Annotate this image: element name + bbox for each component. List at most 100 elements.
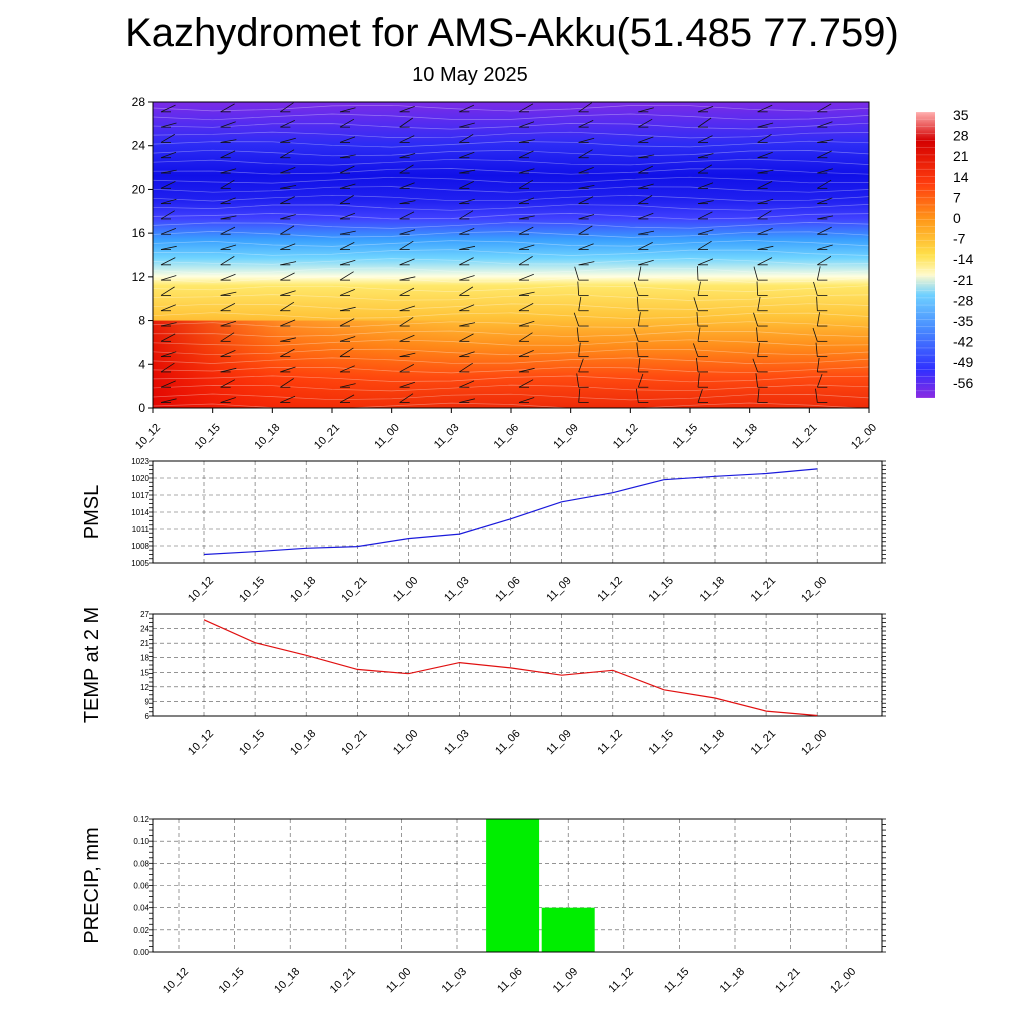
wind-barb — [518, 168, 535, 174]
wind-barb — [817, 197, 833, 205]
wind-barb — [757, 257, 773, 266]
wind-barb — [578, 358, 584, 373]
wind-barb — [160, 333, 176, 342]
wind-barb — [339, 383, 356, 388]
wind-barb — [518, 256, 533, 266]
wind-barb — [459, 228, 475, 235]
wind-barb — [697, 327, 701, 342]
x-tick-label: 10_21 — [312, 422, 342, 452]
wind-barb — [578, 102, 593, 113]
wind-barb — [638, 107, 654, 113]
wind-barb — [399, 211, 415, 220]
wind-barb — [757, 151, 773, 159]
wind-barb — [578, 243, 594, 250]
wind-barb — [339, 242, 355, 250]
wind-barb — [697, 211, 713, 220]
wind-barb — [817, 256, 832, 266]
x-tick-label: 11_00 — [372, 422, 402, 452]
plot-area — [153, 614, 882, 716]
x-tick-label: 11_06 — [492, 422, 522, 452]
colorbar-label: -7 — [953, 231, 966, 247]
wind-barb — [697, 117, 712, 128]
wind-barb — [693, 297, 699, 311]
contour-line — [153, 294, 869, 301]
x-tick-label: 10_12 — [186, 575, 216, 605]
contour-line — [153, 186, 869, 193]
colorbar-label: 28 — [953, 128, 969, 144]
wind-barb — [518, 379, 534, 388]
wind-barb — [399, 240, 414, 250]
wind-barb — [633, 281, 639, 296]
wind-barb — [757, 388, 760, 403]
y-tick-label: 18 — [140, 654, 149, 663]
wind-barb — [696, 357, 699, 372]
wind-barb — [339, 195, 354, 204]
wind-barb — [578, 296, 582, 311]
wind-barbs — [160, 102, 892, 403]
contour-line — [153, 267, 869, 274]
wind-barb — [518, 215, 535, 220]
wind-barb — [757, 245, 774, 250]
contour-line — [153, 149, 869, 157]
contour-line — [153, 158, 869, 166]
precip-bar — [486, 819, 540, 952]
wind-barb — [220, 291, 237, 296]
wind-barb — [280, 301, 295, 312]
wind-barb — [459, 181, 474, 189]
wind-barb — [697, 240, 712, 250]
wind-barb — [280, 272, 295, 281]
wind-barb — [459, 134, 474, 143]
contour-line — [153, 240, 869, 247]
x-tick-label: 11_15 — [671, 422, 701, 452]
wind-barb — [280, 102, 294, 113]
colorbar-label: -14 — [953, 251, 973, 267]
wind-barb — [518, 303, 534, 312]
wind-barb — [574, 266, 580, 281]
contour-line — [153, 204, 869, 211]
wind-barb — [339, 347, 354, 357]
wind-barb — [757, 134, 772, 143]
wind-barb — [160, 398, 177, 403]
wind-barb — [459, 304, 475, 312]
wind-barb — [816, 296, 818, 311]
x-tick-label: 11_21 — [749, 728, 779, 758]
wind-barb — [518, 244, 535, 250]
wind-barb — [578, 225, 593, 235]
y-tick-label: 0.00 — [133, 948, 149, 957]
wind-barb — [755, 373, 759, 388]
y-tick-label: 12 — [132, 270, 146, 284]
wind-barb — [399, 364, 414, 373]
wind-barb — [280, 243, 296, 250]
wind-barb — [518, 226, 534, 235]
wind-barb — [459, 351, 475, 358]
wind-barb — [638, 259, 654, 266]
wind-barb — [160, 210, 175, 220]
y-tick-label: 1008 — [131, 542, 149, 551]
wind-barb — [220, 226, 236, 235]
wind-barb — [518, 367, 535, 373]
wind-barb — [638, 165, 653, 174]
x-tick-label: 11_03 — [440, 966, 470, 996]
wind-barb — [518, 320, 535, 327]
wind-barb — [756, 327, 759, 342]
wind-barb — [816, 266, 821, 281]
wind-barb — [697, 106, 714, 113]
wind-barb — [877, 215, 892, 219]
y-tick-label: 24 — [132, 139, 146, 153]
wind-barb — [459, 362, 473, 373]
wind-barb — [280, 149, 295, 159]
plot-frame — [152, 460, 883, 564]
y-tick-label: 4 — [138, 357, 145, 371]
contours — [153, 104, 869, 408]
wind-barb — [638, 212, 654, 220]
y-tick-label: 1017 — [131, 491, 149, 500]
y-tick-label: 9 — [145, 697, 150, 706]
contour-line — [153, 330, 869, 338]
wind-barb — [160, 181, 176, 189]
wind-barb — [633, 327, 639, 342]
wind-barb — [399, 258, 415, 266]
wind-barb — [339, 271, 354, 281]
wind-barb — [220, 320, 237, 327]
contour-line — [153, 375, 869, 383]
wind-barb — [339, 259, 356, 266]
